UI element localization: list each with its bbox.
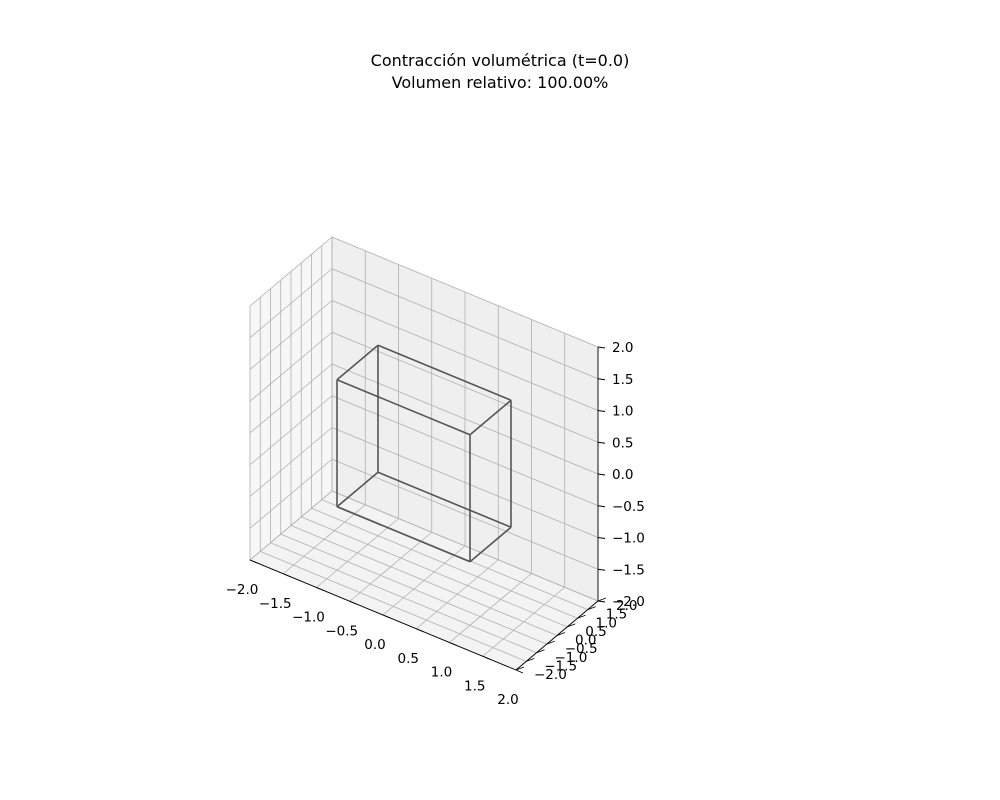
y-tick (577, 614, 586, 619)
x-tick-label: −1.5 (259, 596, 292, 612)
grid-line-z-left (249, 300, 333, 370)
y-tick-label: 1.5 (606, 607, 627, 623)
cube-edge (469, 526, 512, 563)
grid-line-z-back (331, 331, 599, 443)
z-tick-label: 0.5 (612, 435, 633, 451)
grid-line-y-floor (290, 525, 558, 636)
y-tick (597, 597, 607, 602)
grid-line-z-left (249, 363, 333, 434)
x-tick-label: −2.0 (226, 582, 259, 598)
grid-line-z-left (249, 331, 333, 402)
x-tick (482, 655, 490, 660)
cube-edge (336, 506, 471, 563)
y-tick-label: 0.5 (585, 624, 606, 640)
z-tick (597, 568, 606, 571)
grid-line-z-left (249, 268, 333, 339)
z-tick-label: 2.0 (612, 340, 633, 356)
x-tick (515, 669, 524, 674)
grid-line-z-back (331, 236, 599, 348)
grid-line-x-floor (482, 586, 566, 657)
z-tick-label: 1.0 (612, 404, 633, 420)
y-tick (526, 657, 535, 662)
grid-line-y-floor (260, 551, 527, 662)
cube-edge (336, 344, 379, 381)
z-tick (597, 505, 606, 508)
y-tick (515, 666, 525, 671)
x-tick (382, 614, 391, 619)
x-tick-label: 1.5 (464, 678, 485, 694)
y-tick-label: 2.0 (616, 598, 637, 614)
y-tick-label: −1.0 (555, 650, 588, 666)
grid-line-y-floor (270, 542, 537, 654)
z-tick-label: 0.0 (612, 467, 633, 483)
x-tick-label: −0.5 (325, 623, 358, 639)
z-tick-label: −1.0 (612, 531, 645, 547)
z-tick-label: −1.5 (612, 562, 645, 578)
z-tick-label: 1.5 (612, 372, 633, 388)
grid-line-x-floor (415, 559, 499, 630)
grid-line-z-back (331, 300, 599, 411)
z-tick-label: −2.0 (612, 594, 645, 610)
x-tick-label: 1.0 (431, 665, 452, 681)
y-tick (546, 640, 555, 645)
y-tick-label: −2.0 (534, 667, 567, 683)
x-tick (449, 642, 457, 646)
z-tick (597, 410, 606, 412)
z-tick (597, 537, 606, 539)
x-tick (283, 573, 291, 578)
x-tick-label: 0.0 (364, 637, 385, 653)
x-tick-label: 0.5 (398, 651, 419, 667)
chart-title: Contracción volumétrica (t=0.0) (370, 51, 630, 70)
z-tick-label: −0.5 (612, 499, 645, 515)
x-tick-label: 2.0 (497, 692, 518, 708)
y-tick (536, 649, 545, 654)
y-tick (587, 606, 596, 611)
grid-line-z-left (249, 236, 333, 307)
z-tick (597, 600, 606, 603)
cube-edge (377, 471, 512, 528)
z-tick (597, 473, 606, 476)
grid-line-y-floor (280, 533, 547, 645)
y-tick (567, 623, 576, 628)
x-tick (249, 559, 258, 564)
y-tick-label: −1.5 (544, 658, 577, 674)
x-tick (316, 587, 324, 591)
z-tick (597, 441, 606, 444)
cube-edge (469, 399, 512, 436)
grid-line-z-back (331, 268, 599, 380)
z-tick (597, 346, 606, 349)
x-tick-label: −1.0 (292, 610, 325, 626)
x-tick (349, 600, 357, 605)
x-tick (416, 628, 424, 633)
y-tick-label: 0.0 (575, 633, 596, 649)
chart-subtitle: Volumen relativo: 100.00% (391, 73, 609, 92)
grid-line-z-back (331, 363, 599, 475)
y-tick-label: −0.5 (565, 641, 598, 657)
cube-edge (336, 471, 379, 508)
z-tick (597, 378, 606, 381)
cube-edge (336, 379, 471, 436)
y-tick-label: 1.0 (596, 615, 617, 631)
grid-line-x-floor (449, 573, 532, 643)
y-tick (556, 632, 566, 636)
cube-edge (377, 344, 512, 401)
